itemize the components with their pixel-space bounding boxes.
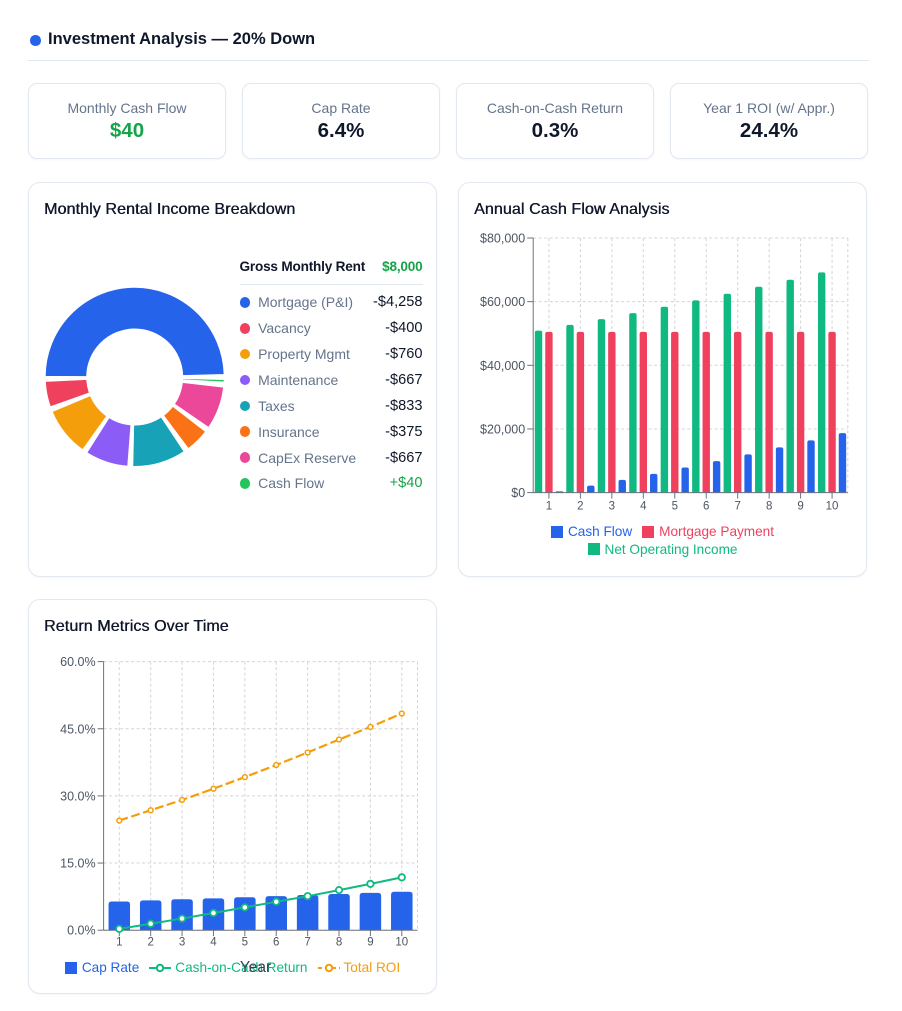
svg-text:$60,000: $60,000	[480, 295, 525, 309]
svg-text:5: 5	[672, 500, 678, 512]
svg-text:10: 10	[826, 500, 839, 512]
svg-text:6: 6	[273, 936, 279, 948]
svg-text:15.0%: 15.0%	[60, 857, 95, 871]
svg-text:$0: $0	[511, 486, 525, 500]
svg-text:60.0%: 60.0%	[60, 655, 95, 669]
svg-text:9: 9	[797, 500, 803, 512]
svg-text:$80,000: $80,000	[480, 232, 525, 246]
svg-text:10: 10	[395, 936, 408, 948]
svg-text:5: 5	[242, 936, 248, 948]
svg-text:8: 8	[336, 936, 342, 948]
svg-text:30.0%: 30.0%	[60, 789, 95, 803]
svg-text:6: 6	[703, 500, 709, 512]
svg-text:$40,000: $40,000	[480, 359, 525, 373]
svg-text:1: 1	[546, 500, 552, 512]
svg-text:7: 7	[304, 936, 310, 948]
svg-text:1: 1	[116, 936, 122, 948]
svg-text:0.0%: 0.0%	[67, 924, 96, 938]
svg-text:7: 7	[734, 500, 740, 512]
svg-text:3: 3	[179, 936, 185, 948]
svg-text:$20,000: $20,000	[480, 422, 525, 436]
svg-text:2: 2	[577, 500, 583, 512]
svg-text:4: 4	[640, 500, 647, 512]
svg-text:4: 4	[210, 936, 217, 948]
svg-text:9: 9	[367, 936, 373, 948]
svg-text:3: 3	[609, 500, 615, 512]
svg-text:45.0%: 45.0%	[60, 722, 95, 736]
svg-text:2: 2	[147, 936, 153, 948]
svg-text:8: 8	[766, 500, 772, 512]
